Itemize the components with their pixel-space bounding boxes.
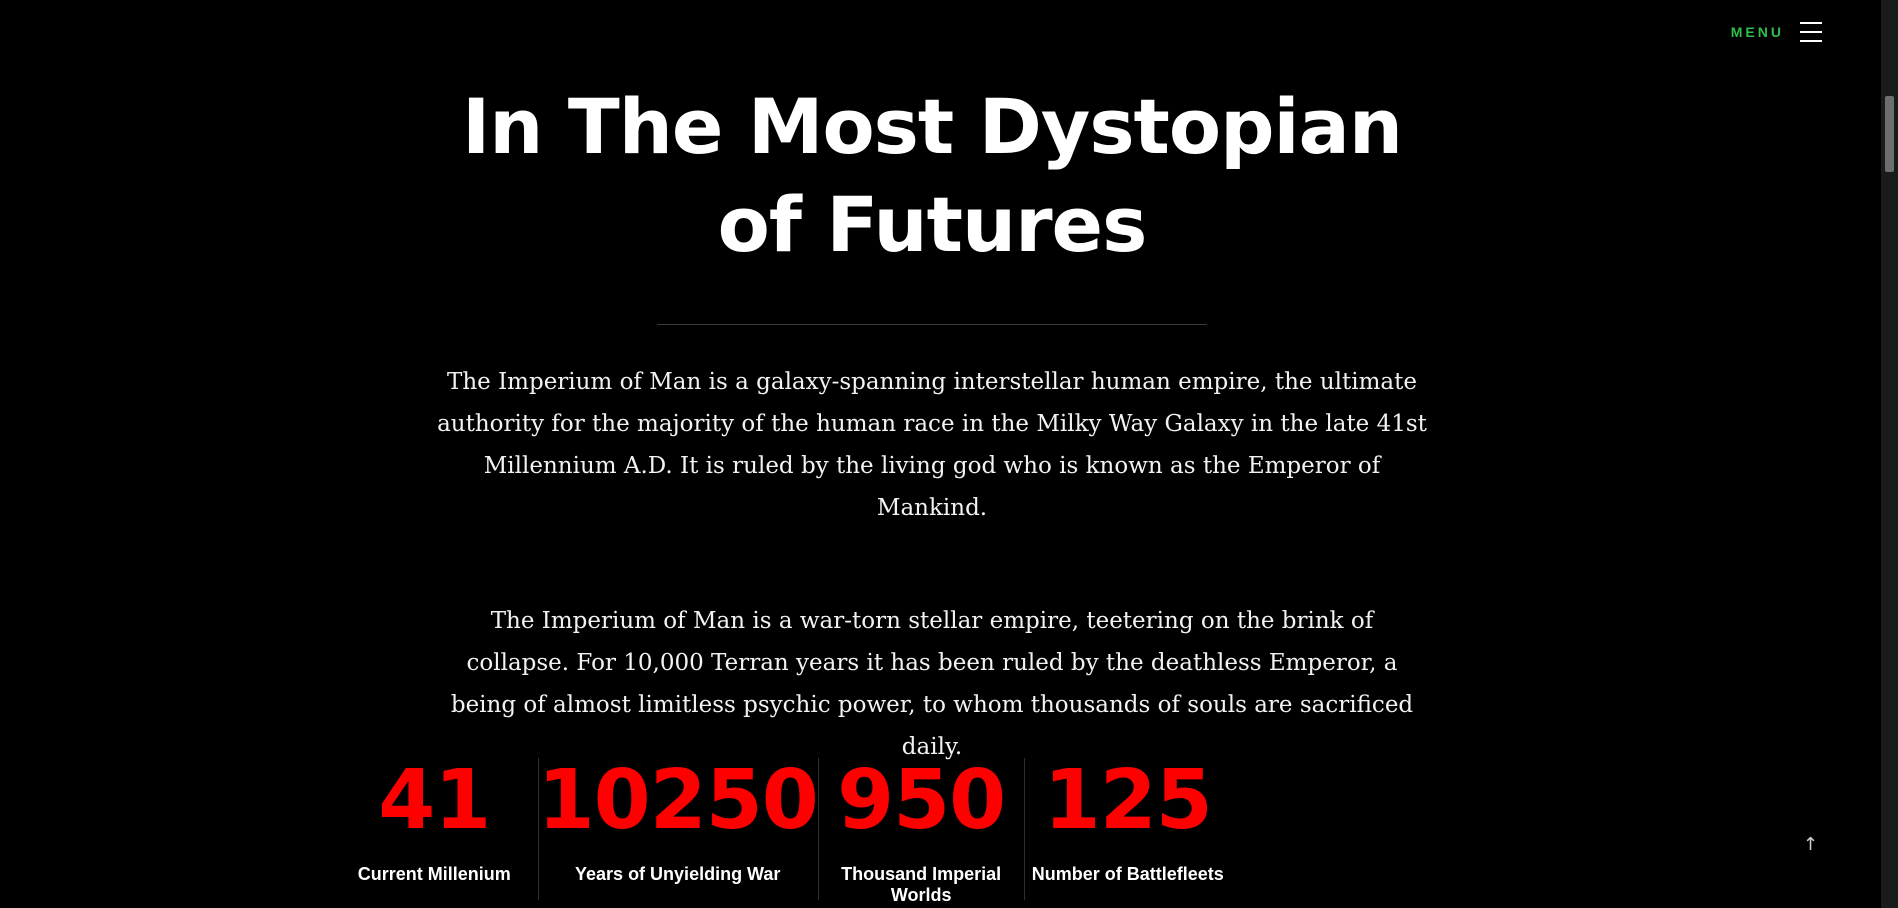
stat-label: Thousand Imperial Worlds (841, 864, 1002, 905)
stat-current-millenium: 41 Current Millenium (331, 758, 538, 906)
stat-label: Current Millenium (357, 864, 511, 884)
page-title-line-2: of Futures (717, 180, 1148, 269)
page-title: In The Most Dystopian of Futures (432, 78, 1432, 274)
arrow-up-icon[interactable]: ↑ (1802, 834, 1818, 855)
menu-label[interactable]: MENU (1730, 24, 1784, 40)
scrollbar-thumb[interactable] (1885, 96, 1894, 172)
stat-imperial-worlds: 950 Thousand Imperial Worlds (817, 753, 1025, 906)
stat-label: Number of Battlefleets (1031, 864, 1224, 884)
stat-battlefleets: 125 Number of Battlefleets (1024, 758, 1231, 906)
stat-label: Years of Unyielding War (575, 864, 781, 884)
main-content: In The Most Dystopian of Futures The Imp… (432, 78, 1432, 760)
stat-value: 125 (1043, 753, 1213, 848)
intro-paragraph-2: The Imperium of Man is a war-torn stella… (450, 608, 1414, 760)
menu-toggle[interactable]: MENU (1731, 22, 1822, 42)
stat-value: 950 (837, 753, 1006, 848)
page-title-line-1: In The Most Dystopian (462, 82, 1403, 171)
hamburger-icon[interactable] (1800, 22, 1822, 42)
stats-row: 41 Current Millenium 10250 Years of Unyi… (331, 758, 1231, 906)
intro-paragraph-1: The Imperium of Man is a galaxy-spanning… (437, 369, 1427, 521)
title-divider (657, 324, 1207, 325)
stat-value: 41 (378, 753, 491, 848)
page-scrollbar[interactable] (1881, 0, 1898, 908)
stat-years-of-war: 10250 Years of Unyielding War (537, 753, 819, 906)
stat-value: 10250 (537, 753, 819, 848)
